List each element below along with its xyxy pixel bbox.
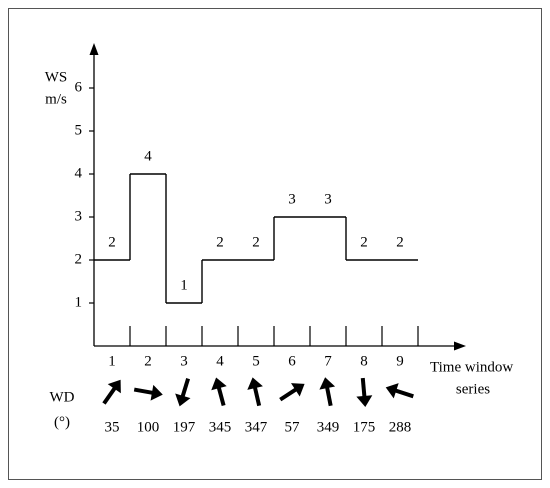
x-tick-label: 9 [396, 353, 404, 369]
arrow-head [356, 395, 373, 407]
direction-value: 349 [317, 419, 340, 435]
arrow-shaft [180, 378, 191, 399]
y-tick-label: 5 [75, 122, 83, 138]
y-label: m/s [45, 91, 67, 107]
data-label: 1 [180, 277, 188, 293]
arrow-shaft [102, 385, 118, 405]
y-label: WS [45, 69, 68, 85]
y-tick-label: 2 [75, 251, 83, 267]
direction-arrow [247, 377, 263, 407]
arrow-head [319, 377, 336, 390]
direction-value: 175 [353, 419, 376, 435]
direction-value: 288 [389, 419, 412, 435]
data-label: 2 [216, 234, 224, 250]
arrow-shaft [133, 387, 155, 396]
direction-value: 345 [209, 419, 232, 435]
x-tick-label: 3 [180, 353, 188, 369]
y-tick-label: 1 [75, 294, 83, 310]
direction-label: (°) [54, 414, 70, 430]
data-label: 2 [108, 234, 116, 250]
x-axis-arrow [454, 341, 466, 351]
direction-arrow [319, 377, 336, 407]
arrow-shaft [279, 387, 299, 402]
direction-arrow [385, 383, 414, 399]
arrow-head [175, 393, 191, 407]
x-tick-label: 1 [108, 353, 116, 369]
data-label: 2 [396, 234, 404, 250]
direction-arrow [211, 377, 227, 407]
arrow-shaft [324, 385, 333, 407]
direction-arrow [279, 383, 305, 402]
direction-arrow [175, 378, 191, 407]
y-tick-label: 3 [75, 208, 83, 224]
arrow-head [107, 379, 121, 394]
y-axis-arrow [89, 43, 99, 55]
direction-value: 197 [173, 419, 196, 435]
direction-arrow [356, 377, 373, 407]
y-tick-label: 4 [75, 165, 83, 181]
data-label: 3 [288, 191, 296, 207]
arrow-shaft [393, 388, 414, 399]
direction-value: 347 [245, 419, 268, 435]
arrow-head [247, 377, 263, 390]
x-label: Time window [430, 359, 513, 375]
direction-value: 57 [285, 419, 301, 435]
direction-arrow [102, 379, 121, 405]
arrow-shaft [252, 385, 262, 407]
data-label: 2 [252, 234, 260, 250]
x-tick-label: 5 [252, 353, 260, 369]
y-tick-label: 6 [75, 79, 83, 95]
direction-value: 100 [137, 419, 160, 435]
arrow-head [150, 384, 163, 401]
frame [8, 8, 542, 480]
x-tick-label: 2 [144, 353, 152, 369]
arrow-shaft [216, 385, 226, 407]
arrow-head [290, 383, 305, 397]
data-label: 2 [360, 234, 368, 250]
arrow-shaft [360, 377, 367, 399]
direction-label: WD [50, 389, 75, 405]
x-tick-label: 8 [360, 353, 368, 369]
x-tick-label: 4 [216, 353, 224, 369]
x-tick-label: 7 [324, 353, 332, 369]
direction-value: 35 [105, 419, 120, 435]
x-tick-label: 6 [288, 353, 296, 369]
arrow-head [385, 383, 399, 399]
arrow-head [211, 377, 227, 391]
x-label: series [456, 381, 490, 397]
data-label: 3 [324, 191, 332, 207]
direction-arrow [133, 384, 163, 401]
data-label: 4 [144, 148, 152, 164]
